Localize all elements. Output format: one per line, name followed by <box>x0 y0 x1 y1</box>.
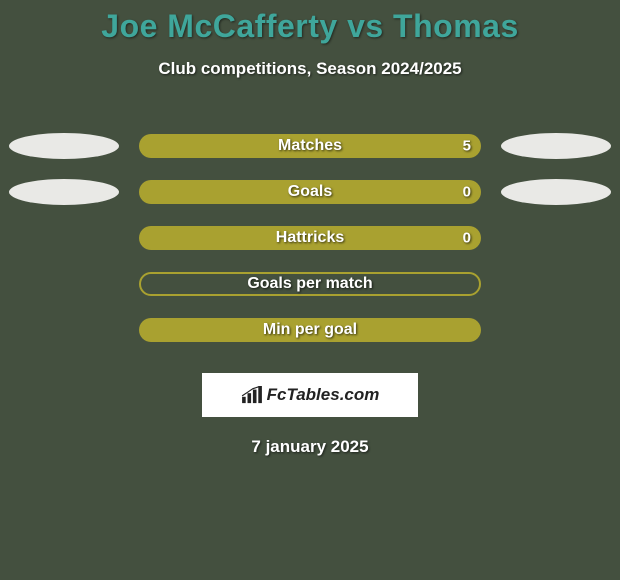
stat-bar: Matches 5 <box>139 134 481 158</box>
stat-bar: Goals 0 <box>139 180 481 204</box>
stat-bar: Min per goal <box>139 318 481 342</box>
stat-label: Goals <box>288 183 332 201</box>
date-label: 7 january 2025 <box>0 437 620 457</box>
stat-label: Hattricks <box>276 229 344 247</box>
stat-value-right: 5 <box>463 138 471 155</box>
stat-row: Matches 5 <box>0 123 620 169</box>
stat-label: Goals per match <box>247 275 372 293</box>
stat-bar: Goals per match <box>139 272 481 296</box>
stat-row: Goals per match <box>0 261 620 307</box>
stat-value-right: 0 <box>463 230 471 247</box>
stat-label: Matches <box>278 137 342 155</box>
stat-row: Hattricks 0 <box>0 215 620 261</box>
stat-label: Min per goal <box>263 321 357 339</box>
right-ellipse <box>501 133 611 159</box>
logo-box: FcTables.com <box>202 373 418 417</box>
logo-text: FcTables.com <box>267 385 380 405</box>
left-ellipse <box>9 133 119 159</box>
stat-row: Min per goal <box>0 307 620 353</box>
comparison-rows: Matches 5 Goals 0 Hattricks 0 Goals per match M… <box>0 123 620 353</box>
bar-chart-icon <box>241 386 263 404</box>
stat-value-right: 0 <box>463 184 471 201</box>
subtitle: Club competitions, Season 2024/2025 <box>0 59 620 79</box>
right-ellipse <box>501 179 611 205</box>
stat-bar: Hattricks 0 <box>139 226 481 250</box>
page-title: Joe McCafferty vs Thomas <box>0 0 620 45</box>
stat-row: Goals 0 <box>0 169 620 215</box>
left-ellipse <box>9 179 119 205</box>
